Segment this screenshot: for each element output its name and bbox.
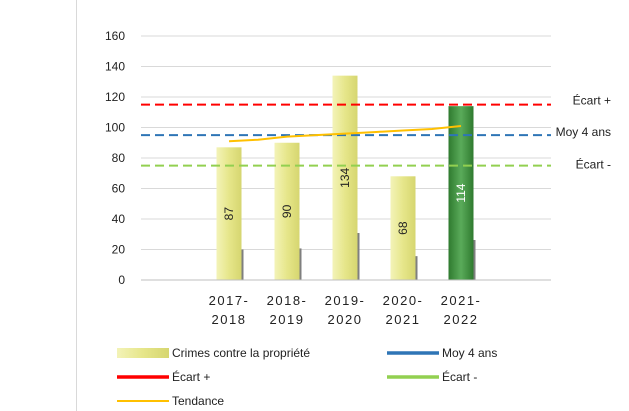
x-tick-label: 2021- (441, 293, 482, 308)
x-tick-label: 2019 (270, 312, 305, 327)
bar-shadow (414, 256, 418, 280)
bar-value-label: 134 (338, 167, 352, 187)
bar-value-label: 68 (396, 221, 410, 235)
bar-shadow (298, 248, 302, 280)
legend-label: Écart - (442, 369, 477, 384)
lower-ref-label: Écart - (576, 157, 611, 172)
x-tick-label: 2017- (209, 293, 250, 308)
trend-line (228, 124, 462, 143)
bar-shadow (240, 249, 244, 280)
chart-frame: 0 20 40 60 80 100 120 140 160 87 2017- 2018 90 2018- 2… (76, 0, 629, 411)
legend-label: Tendance (172, 394, 224, 408)
y-tick-label: 20 (112, 243, 126, 257)
bar-shadow (356, 232, 360, 280)
x-tick-label: 2019- (325, 293, 366, 308)
bar-value-label: 90 (280, 204, 294, 218)
legend-label: Écart + (172, 369, 210, 384)
y-tick-label: 140 (105, 60, 125, 74)
y-tick-label: 120 (105, 90, 125, 104)
y-tick-label: 80 (112, 151, 126, 165)
x-tick-label: 2022 (444, 312, 479, 327)
y-tick-label: 0 (118, 273, 125, 287)
x-tick-label: 2018 (212, 312, 247, 327)
legend-label: Crimes contre la propriété (172, 346, 310, 360)
mean-ref-label: Moy 4 ans (556, 125, 611, 139)
legend-label: Moy 4 ans (442, 346, 497, 360)
y-tick-label: 100 (105, 121, 125, 135)
bar (332, 75, 358, 281)
upper-ref-label: Écart + (573, 93, 611, 108)
legend-swatch (117, 348, 169, 358)
x-tick-label: 2021 (386, 312, 421, 327)
bar-value-label: 87 (222, 207, 236, 221)
x-tick-label: 2020 (328, 312, 363, 327)
y-tick-label: 160 (105, 29, 125, 43)
bar-value-label: 114 (454, 183, 468, 202)
chart-area: 0 20 40 60 80 100 120 140 160 87 2017- 2018 90 2018- 2… (105, 29, 611, 408)
x-tick-label: 2018- (267, 293, 308, 308)
x-tick-label: 2020- (383, 293, 424, 308)
y-tick-label: 60 (112, 182, 126, 196)
bar-shadow (472, 240, 476, 280)
y-tick-label: 40 (112, 212, 126, 226)
bar (390, 176, 416, 280)
bar (216, 147, 242, 280)
